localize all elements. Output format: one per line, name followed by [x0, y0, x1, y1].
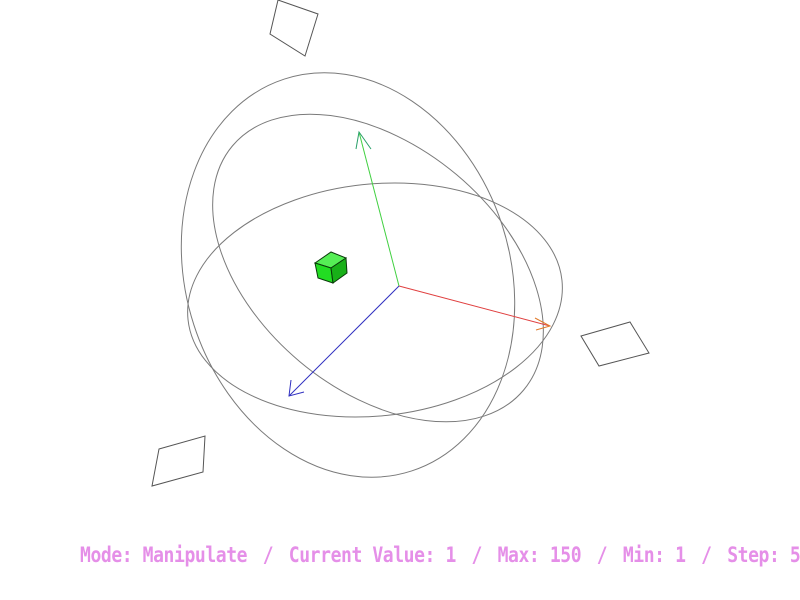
- separator: /: [701, 543, 712, 567]
- cube-icon[interactable]: [313, 251, 348, 284]
- status-bar: Mode: Manipulate / Current Value: 1 / Ma…: [80, 538, 800, 572]
- rotation-ring-3[interactable]: [176, 165, 574, 435]
- max-label: Max:: [497, 543, 540, 567]
- arrow-down-left-icon[interactable]: [288, 379, 305, 397]
- separator: /: [596, 543, 608, 567]
- rotation-ring-1[interactable]: [130, 29, 565, 521]
- mode-label: Mode:: [80, 543, 133, 567]
- mode-value: Manipulate: [142, 543, 248, 567]
- translation-gizmo[interactable]: [288, 130, 552, 397]
- panel-quad-top[interactable]: [269, 0, 319, 57]
- panel-quad-right[interactable]: [580, 321, 650, 367]
- step-value: 5: [789, 543, 800, 567]
- cube-side-face[interactable]: [330, 257, 348, 284]
- panel-quad-bottom-left[interactable]: [151, 435, 206, 487]
- arrow-up-icon[interactable]: [355, 130, 372, 150]
- min-value: 1: [675, 543, 686, 567]
- axis-y-line[interactable]: [358, 131, 400, 287]
- current-value: 1: [445, 543, 456, 567]
- separator: /: [471, 543, 483, 567]
- rotation-ring-2[interactable]: [154, 52, 602, 483]
- current-value-label: Current Value:: [288, 543, 436, 567]
- separator: /: [262, 543, 274, 567]
- rotation-gizmo[interactable]: [130, 29, 602, 521]
- step-label: Step:: [727, 543, 780, 567]
- arrow-right-icon[interactable]: [534, 317, 552, 331]
- max-value: 150: [549, 543, 582, 567]
- min-label: Min:: [622, 543, 665, 567]
- axis-z-line[interactable]: [288, 285, 400, 397]
- axis-x-line[interactable]: [398, 285, 551, 327]
